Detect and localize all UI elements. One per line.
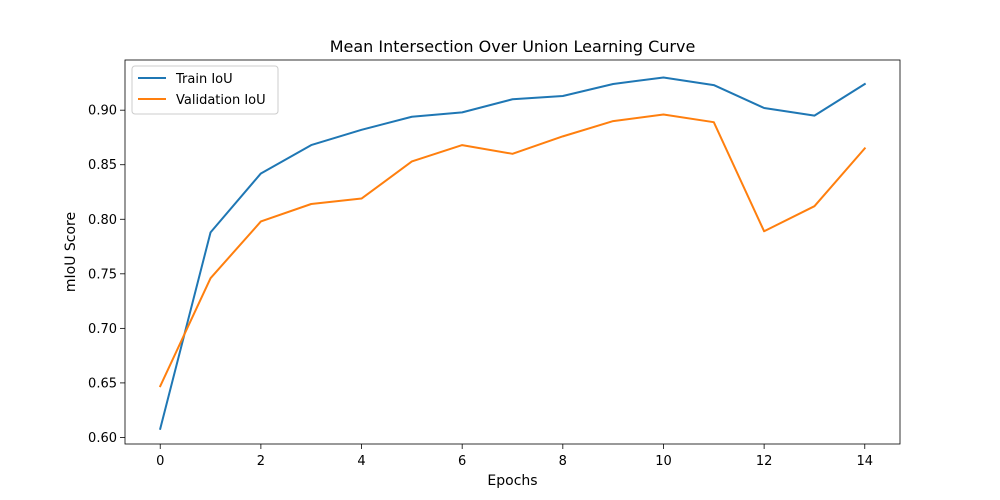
validation-iou-line — [158, 113, 867, 388]
legend-label-validation: Validation IoU — [176, 93, 266, 108]
x-tick-label: 14 — [856, 454, 873, 469]
y-tick-label: 0.85 — [88, 158, 117, 173]
plot-border — [124, 59, 901, 445]
legend: Train IoU Validation IoU — [131, 65, 279, 115]
y-tick-label: 0.65 — [88, 376, 117, 391]
legend-label-train: Train IoU — [175, 72, 233, 87]
series-layer — [158, 76, 867, 430]
y-tick-label: 0.75 — [88, 267, 117, 282]
plot-area — [124, 59, 901, 445]
x-tick-label: 8 — [559, 454, 567, 469]
x-tick-label: 6 — [458, 454, 466, 469]
legend-box — [131, 65, 279, 115]
x-axis: 0 2 4 6 8 10 12 14 — [156, 444, 873, 469]
plot-frame — [125, 60, 900, 444]
y-tick-label: 0.60 — [88, 431, 117, 446]
y-axis: 0.60 0.65 0.70 0.75 0.80 0.85 0.90 — [88, 104, 125, 446]
y-tick-label: 0.70 — [88, 322, 117, 337]
x-tick-label: 0 — [156, 454, 164, 469]
train-iou-line — [159, 76, 867, 430]
y-tick-label: 0.90 — [88, 104, 117, 119]
x-tick-label: 10 — [655, 454, 672, 469]
x-tick-label: 4 — [357, 454, 365, 469]
y-axis-title: mIoU Score — [63, 212, 79, 292]
x-axis-title: Epochs — [487, 473, 537, 489]
chart-title: Mean Intersection Over Union Learning Cu… — [330, 37, 696, 56]
x-tick-label: 2 — [257, 454, 265, 469]
x-tick-label: 12 — [756, 454, 773, 469]
y-tick-label: 0.80 — [88, 213, 117, 228]
